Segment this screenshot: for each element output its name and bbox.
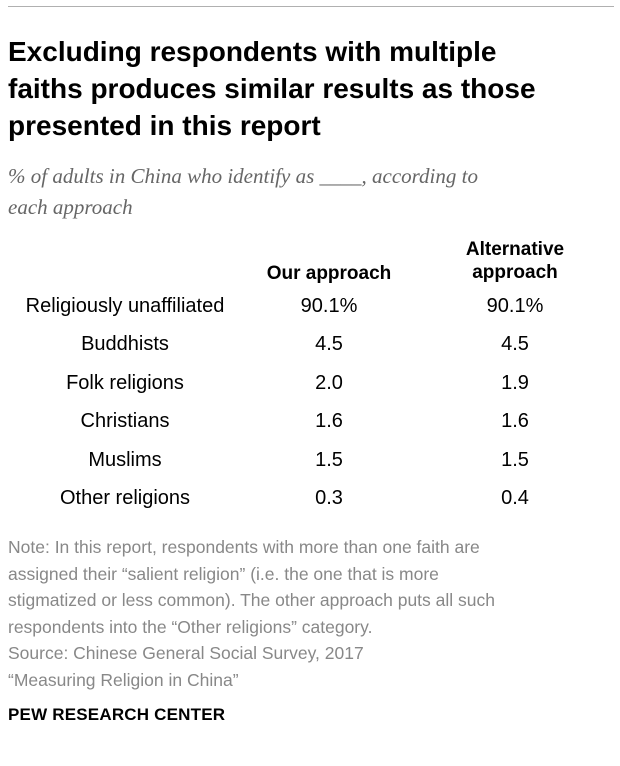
our-approach-value: 2.0	[315, 371, 343, 394]
alternative-approach-value: 90.1%	[486, 295, 544, 317]
note-line: Note: In this report, respondents with m…	[8, 537, 480, 557]
chart-title: Excluding respondents with multiple fait…	[8, 33, 614, 144]
alternative-approach-value: 0.4	[501, 486, 529, 509]
column-header-line: Our approach	[266, 263, 392, 284]
column-header-line: Alternative	[465, 239, 565, 260]
table-row: Other religions 0.3 0.4	[0, 479, 620, 517]
title-line: faiths produces similar results as those	[8, 73, 536, 104]
alternative-approach-value: 1.5	[501, 448, 529, 471]
note-line: respondents into the “Other religions” c…	[8, 616, 373, 637]
column-header-line: approach	[472, 262, 558, 283]
category-label: Christians	[80, 410, 170, 433]
category-label: Buddhists	[81, 333, 169, 356]
our-approach-value: 1.5	[315, 448, 343, 471]
category-label: Folk religions	[66, 371, 184, 394]
category-label: Muslims	[88, 448, 162, 471]
title-line: Excluding respondents with multiple	[8, 36, 497, 67]
table-row: Religiously unaffiliated 90.1% 90.1%	[0, 287, 620, 325]
subtitle-line: each approach	[8, 195, 133, 219]
note-line: stigmatized or less common). The other a…	[8, 590, 495, 610]
data-table: Religiously unaffiliated 90.1% 90.1% Buddhi…	[0, 287, 620, 517]
alternative-approach-value: 1.6	[501, 410, 529, 433]
category-label: Other religions	[59, 486, 191, 509]
our-approach-value: 0.3	[315, 486, 343, 509]
our-approach-value: 1.6	[315, 410, 343, 433]
pew-research-center-logo: PEW RESEARCH CENTER	[8, 705, 226, 724]
alternative-approach-value: 1.9	[501, 371, 529, 394]
column-header-alternative-approach: Alternative approach	[420, 238, 610, 284]
alternative-approach-value: 4.5	[501, 333, 529, 356]
top-divider	[8, 6, 614, 7]
chart-note: Note: In this report, respondents with m…	[8, 534, 614, 693]
chart-subtitle: % of adults in China who identify as ___…	[8, 161, 614, 223]
title-line: presented in this report	[8, 110, 321, 141]
table-row: Christians 1.6 1.6	[0, 402, 620, 440]
column-header-our-approach: Our approach	[234, 262, 424, 285]
table-row: Muslims 1.5 1.5	[0, 441, 620, 479]
source-line: Source: Chinese General Social Survey, 2…	[8, 643, 364, 663]
our-approach-value: 4.5	[315, 333, 343, 356]
table-row: Buddhists 4.5 4.5	[0, 325, 620, 363]
table-row: Folk religions 2.0 1.9	[0, 364, 620, 402]
subtitle-line: % of adults in China who identify as ___…	[8, 164, 478, 188]
source-line: “Measuring Religion in China”	[8, 669, 239, 690]
our-approach-value: 90.1%	[300, 295, 358, 317]
category-label: Religiously unaffiliated	[25, 295, 225, 317]
note-line: assigned their “salient religion” (i.e. …	[8, 563, 439, 584]
